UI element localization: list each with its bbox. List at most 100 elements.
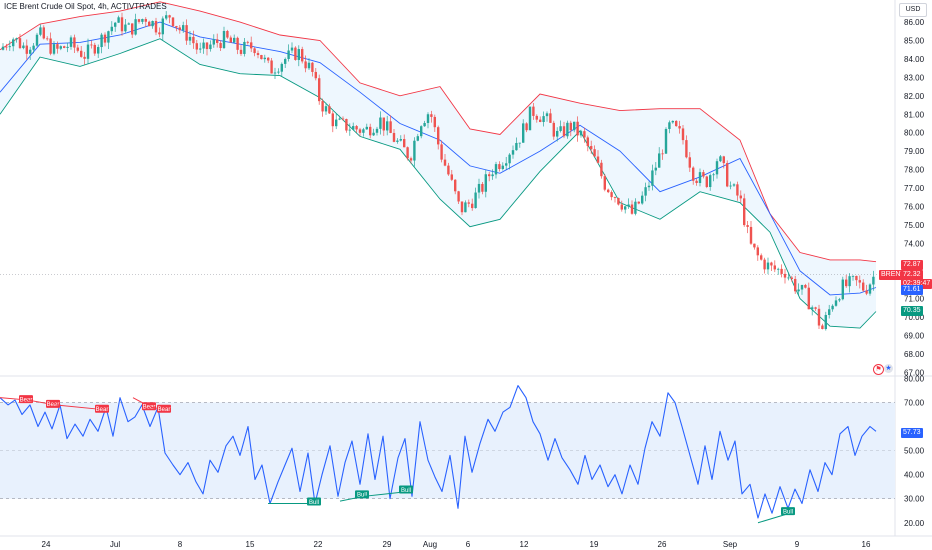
- candle-body: [318, 78, 321, 102]
- candle-body: [301, 49, 304, 62]
- candle-body: [403, 139, 406, 148]
- time-tick-label: 24: [42, 540, 51, 549]
- price-tick-label: 86.00: [904, 18, 925, 27]
- candle-body: [35, 34, 39, 46]
- candle-body: [430, 114, 433, 117]
- candle-body: [668, 122, 671, 129]
- candle-body: [440, 144, 443, 160]
- candle-body: [389, 121, 392, 133]
- candle-body: [131, 23, 134, 35]
- candle-body: [675, 120, 678, 127]
- candle-body: [511, 150, 515, 155]
- time-tick-label: Jul: [110, 540, 120, 549]
- candle-body: [838, 299, 841, 301]
- candle-body: [165, 15, 168, 19]
- candle-body: [76, 47, 79, 51]
- rsi-tick-label: 30.00: [904, 495, 925, 504]
- candle-body: [457, 191, 460, 202]
- candle-body: [821, 325, 824, 330]
- candle-body: [392, 132, 396, 142]
- candle-body: [284, 58, 287, 64]
- candle-body: [304, 61, 307, 69]
- rsi-tick-label: 50.00: [904, 447, 925, 456]
- bollinger-band-fill: [0, 1, 876, 329]
- candle-body: [413, 140, 416, 161]
- candle-body: [39, 27, 42, 35]
- candle-body: [324, 106, 328, 112]
- rsi-line: [0, 385, 877, 519]
- currency-selector[interactable]: USD: [899, 3, 927, 17]
- bear-label-text: Bear: [143, 405, 156, 411]
- upper-band-label: 72.87: [901, 260, 923, 270]
- candle-body: [804, 284, 807, 288]
- candle-body: [311, 62, 314, 72]
- candle-body: [549, 113, 552, 123]
- candle-body: [226, 30, 229, 38]
- price-tick-label: 77.00: [904, 184, 925, 193]
- candle-body: [702, 172, 705, 177]
- candle-body: [491, 174, 494, 177]
- candle-body: [851, 275, 855, 277]
- candle-body: [743, 198, 746, 226]
- candle-body: [83, 56, 86, 59]
- candle-body: [175, 26, 178, 28]
- candle-body: [148, 21, 151, 27]
- candle-body: [644, 187, 647, 196]
- time-tick-label: Sep: [723, 540, 738, 549]
- candle-body: [297, 49, 300, 60]
- price-tick-label: 75.00: [904, 221, 925, 230]
- candle-body: [855, 275, 858, 281]
- candle-body: [396, 140, 399, 142]
- candle-body: [695, 180, 698, 184]
- candle-body: [141, 19, 144, 22]
- candle-body: [488, 174, 491, 177]
- candle-body: [671, 120, 674, 123]
- candle-body: [209, 44, 212, 50]
- candle-body: [443, 159, 447, 166]
- candle-body: [426, 114, 430, 123]
- candle-body: [280, 63, 283, 72]
- candle-body: [239, 49, 243, 54]
- calendar-flag-icon: ★: [884, 364, 893, 373]
- candle-body: [862, 282, 865, 291]
- candle-body: [18, 38, 22, 49]
- time-tick-label: 15: [246, 540, 255, 549]
- candle-body: [372, 132, 375, 136]
- candle-body: [233, 37, 236, 43]
- candle-body: [525, 123, 528, 131]
- candle-body: [270, 60, 273, 74]
- candle-body: [328, 106, 331, 114]
- candle-body: [1, 46, 5, 50]
- candle-body: [151, 20, 154, 27]
- candle-body: [481, 183, 484, 192]
- candle-body: [212, 39, 215, 45]
- price-tick-label: 71.00: [904, 295, 925, 304]
- candle-body: [154, 20, 158, 33]
- candle-body: [545, 113, 549, 117]
- candle-body: [783, 273, 787, 278]
- price-tick-label: 82.00: [904, 92, 925, 101]
- candle-body: [90, 44, 93, 46]
- candle-body: [464, 202, 467, 213]
- candle-body: [573, 121, 576, 131]
- candle-body: [416, 136, 419, 141]
- bear-label-box: [157, 404, 171, 413]
- bear-label-text: Bear: [158, 407, 171, 413]
- candle-body: [341, 118, 345, 120]
- candle-body: [566, 122, 569, 137]
- candle-body: [797, 289, 800, 292]
- price-tick-label: 79.00: [904, 147, 925, 156]
- rsi-tick-label: 20.00: [904, 519, 925, 528]
- candle-body: [518, 142, 521, 144]
- price-tick-label: 74.00: [904, 239, 925, 248]
- candle-body: [637, 201, 640, 204]
- candle-body: [331, 113, 334, 127]
- candle-body: [185, 25, 188, 41]
- candle-body: [260, 55, 263, 60]
- candle-body: [865, 290, 868, 294]
- time-tick-label: 6: [466, 540, 471, 549]
- bull-label-text: Bull: [401, 488, 411, 494]
- candle-body: [528, 106, 532, 131]
- candle-body: [420, 126, 423, 137]
